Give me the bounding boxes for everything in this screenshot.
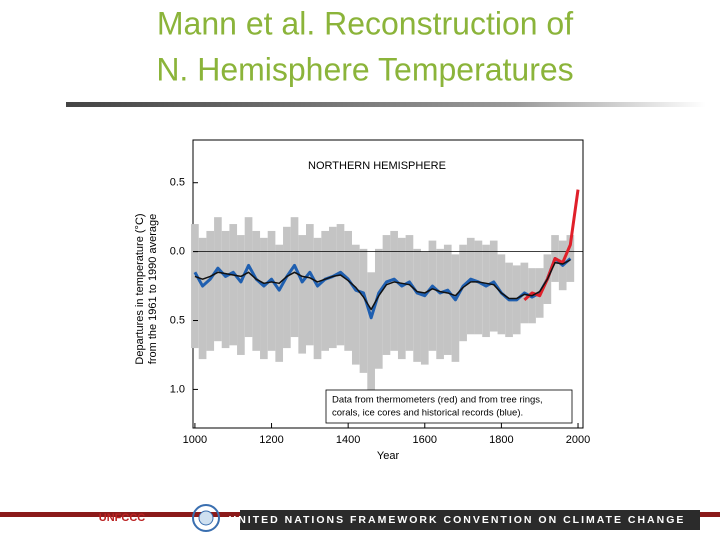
x-tick-label: 1800: [489, 434, 513, 446]
uncertainty-band: [428, 240, 437, 351]
uncertainty-band: [214, 217, 222, 342]
uncertainty-band: [344, 230, 352, 351]
uncertainty-band: [329, 226, 337, 349]
series-line: [194, 259, 571, 311]
uncertainty-band: [405, 235, 414, 351]
x-tick-label: 1200: [259, 434, 283, 446]
caption-box: [325, 389, 573, 424]
page-number: 13: [700, 518, 712, 529]
x-tick-label: 1600: [413, 434, 437, 446]
uncertainty-band: [290, 217, 299, 338]
uncertainty-band: [359, 248, 368, 373]
footer-bar: [240, 510, 700, 530]
uncertainty-band: [237, 235, 245, 355]
y-tick-label: 0.5: [170, 177, 185, 189]
y-tick-label: 0.0: [170, 246, 185, 258]
uncertainty-band: [336, 224, 345, 346]
un-emblem: [192, 504, 220, 532]
uncertainty-band: [313, 237, 322, 360]
x-axis-label: Year: [377, 450, 400, 462]
uncertainty-band: [397, 237, 406, 360]
un-emblem: [198, 510, 214, 526]
slide-title: N. Hemisphere Temperatures: [156, 51, 573, 87]
title-rule: [66, 102, 706, 107]
uncertainty-band: [474, 240, 483, 335]
series-line: [523, 189, 580, 301]
logo-text: UNFCCC: [99, 512, 145, 524]
uncertainty-band: [252, 230, 261, 351]
uncertainty-band: [413, 248, 421, 362]
uncertainty-band: [283, 226, 291, 349]
uncertainty-band: [436, 248, 444, 360]
uncertainty-band: [459, 244, 467, 342]
uncertainty-band: [306, 224, 314, 346]
footer-text: UNITED NATIONS FRAMEWORK CONVENTION ON C…: [229, 514, 686, 526]
slide-title: Mann et al. Reconstruction of: [157, 5, 573, 41]
uncertainty-band: [451, 254, 460, 362]
y-tick-label: 0.5: [170, 314, 185, 326]
uncertainty-band: [221, 230, 230, 349]
uncertainty-band: [260, 237, 268, 360]
x-tick-label: 2000: [566, 434, 590, 446]
uncertainty-band: [367, 272, 375, 393]
uncertainty-band: [420, 251, 429, 365]
uncertainty-band: [390, 230, 398, 351]
annotation: NORTHERN HEMISPHERE: [308, 160, 446, 172]
uncertainty-band: [267, 230, 276, 351]
uncertainty-band: [382, 235, 391, 355]
x-tick-label: 1000: [183, 434, 207, 446]
uncertainty-band: [466, 237, 475, 335]
caption: corals, ice cores and historical records…: [332, 408, 523, 419]
uncertainty-band: [482, 244, 490, 338]
uncertainty-band: [191, 224, 199, 349]
x-tick-label: 1400: [336, 434, 360, 446]
uncertainty-band: [229, 224, 238, 346]
uncertainty-band: [275, 244, 284, 362]
uncertainty-band: [206, 230, 215, 351]
uncertainty-band: [443, 244, 452, 355]
y-tick-label: 1.0: [170, 383, 185, 395]
uncertainty-band: [374, 248, 383, 369]
y-axis-label: from the 1961 to 1990 average: [147, 214, 159, 364]
chart: 0.5 0.0 0.5 1.0 1000 1200 1400 1600 1800 2000 Year…: [134, 139, 590, 462]
y-axis-label: Departures in temperature (°C): [134, 213, 146, 364]
uncertainty-band: [298, 235, 307, 354]
uncertainty-band: [489, 240, 498, 332]
uncertainty-band: [351, 244, 360, 365]
uncertainty-band: [321, 230, 330, 351]
uncertainty-band: [198, 237, 207, 360]
uncertainty-band: [244, 217, 253, 338]
caption: Data from thermometers (red) and from tr…: [332, 395, 543, 406]
uncertainty-band: [566, 235, 575, 282]
